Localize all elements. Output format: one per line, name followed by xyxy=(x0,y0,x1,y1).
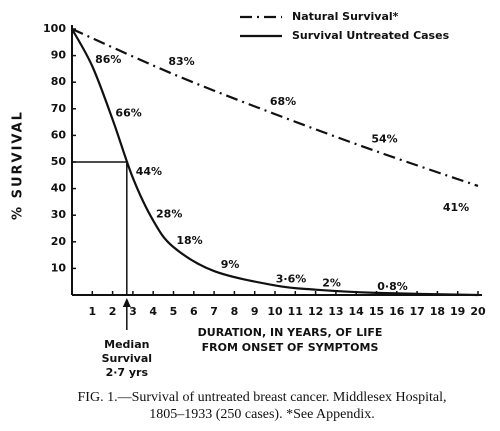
series-line xyxy=(71,27,479,187)
value-label: 83% xyxy=(168,55,194,68)
legend-label: Natural Survival* xyxy=(292,10,399,23)
y-tick-label: 100 xyxy=(43,22,66,35)
median-label: Survival xyxy=(102,352,152,365)
x-tick-label: 13 xyxy=(328,305,343,318)
y-axis-label: % SURVIVAL xyxy=(11,110,26,220)
x-tick-label: 4 xyxy=(149,305,157,318)
x-tick-label: 18 xyxy=(430,305,445,318)
series-line xyxy=(71,28,479,297)
value-label: 0·8% xyxy=(377,280,408,293)
x-tick-label: 12 xyxy=(308,305,323,318)
value-label: 28% xyxy=(156,208,182,221)
x-tick-label: 17 xyxy=(409,305,424,318)
median-label: Median xyxy=(104,338,149,351)
x-tick-label: 1 xyxy=(88,305,96,318)
x-tick-label: 5 xyxy=(170,305,178,318)
value-label: 18% xyxy=(176,234,202,247)
x-tick-label: 8 xyxy=(231,305,239,318)
median-arrowhead xyxy=(122,298,131,307)
x-tick-label: 9 xyxy=(251,305,259,318)
x-axis-label: FROM ONSET OF SYMPTOMS xyxy=(202,341,379,354)
x-tick-label: 6 xyxy=(190,305,198,318)
y-tick-label: 20 xyxy=(51,235,67,248)
caption: FIG. 1.—Survival of untreated breast can… xyxy=(78,390,447,405)
y-tick-label: 90 xyxy=(51,49,67,62)
value-label: 86% xyxy=(95,53,121,66)
y-tick-label: 30 xyxy=(51,208,67,221)
x-tick-label: 11 xyxy=(288,305,303,318)
x-tick-label: 15 xyxy=(369,305,384,318)
x-tick-label: 10 xyxy=(267,305,283,318)
x-tick-label: 2 xyxy=(109,305,117,318)
x-tick-label: 19 xyxy=(450,305,465,318)
x-axis-label: DURATION, IN YEARS, OF LIFE xyxy=(198,326,383,339)
y-tick-label: 70 xyxy=(51,102,67,115)
value-label: 68% xyxy=(270,95,296,108)
y-tick-label: 50 xyxy=(51,155,67,168)
x-tick-label: 16 xyxy=(389,305,405,318)
value-label: 41% xyxy=(443,201,469,214)
value-label: 66% xyxy=(115,106,141,119)
y-tick-label: 10 xyxy=(51,261,67,274)
y-tick-label: 80 xyxy=(51,75,67,88)
x-tick-label: 7 xyxy=(210,305,218,318)
value-label: 3·6% xyxy=(276,272,307,285)
x-tick-label: 20 xyxy=(470,305,486,318)
value-label: 44% xyxy=(136,165,162,178)
value-label: 9% xyxy=(221,258,240,271)
value-label: 2% xyxy=(322,277,341,290)
legend-label: Survival Untreated Cases xyxy=(292,29,450,42)
value-label: 54% xyxy=(371,132,397,145)
y-tick-label: 60 xyxy=(51,128,67,141)
y-tick-label: 40 xyxy=(51,182,67,195)
x-tick-label: 3 xyxy=(129,305,137,318)
x-tick-label: 14 xyxy=(349,305,365,318)
caption: 1805–1933 (250 cases). *See Appendix. xyxy=(149,407,375,422)
median-label: 2·7 yrs xyxy=(106,366,149,379)
